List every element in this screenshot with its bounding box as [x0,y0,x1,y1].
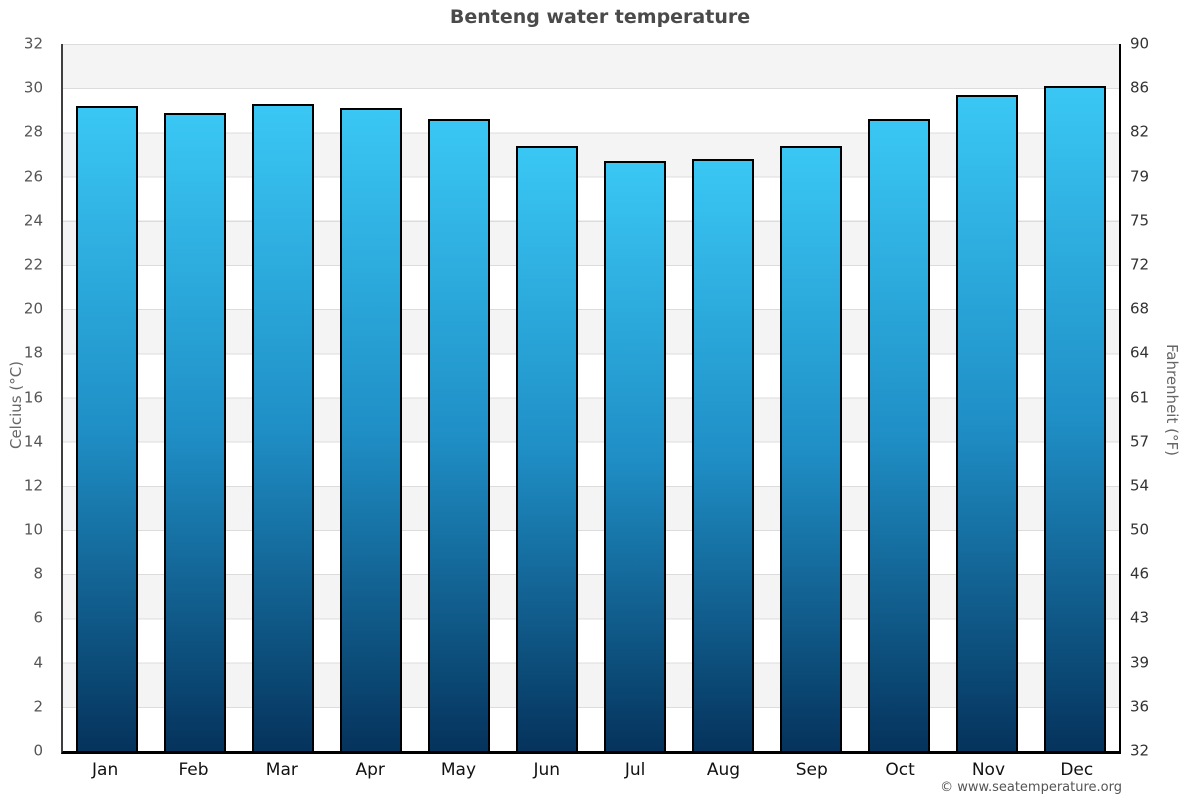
celsius-tick-12: 12 [23,476,43,495]
fahrenheit-tick-54: 54 [1130,476,1150,495]
bar-slot-mar [239,44,327,751]
fahrenheit-tick-46: 46 [1130,564,1150,583]
celsius-tick-26: 26 [23,167,43,186]
bar-slot-dec [1031,44,1119,751]
celsius-tick-10: 10 [23,520,43,539]
fahrenheit-tick-32: 32 [1130,741,1150,760]
bar-slot-aug [679,44,767,751]
celsius-tick-28: 28 [23,122,43,141]
month-label-jul: Jul [624,760,646,780]
month-label-jun: Jun [533,760,561,780]
month-label-mar: Mar [265,760,298,780]
bar-apr[interactable] [340,108,402,751]
bar-slot-sep [767,44,855,751]
celsius-tick-2: 2 [33,697,43,716]
fahrenheit-tick-68: 68 [1130,299,1150,318]
plot-area [61,44,1121,754]
bar-jan[interactable] [76,105,138,751]
celsius-tick-4: 4 [33,653,43,672]
fahrenheit-tick-50: 50 [1130,520,1150,539]
bar-slot-feb [151,44,239,751]
fahrenheit-tick-82: 82 [1130,122,1150,141]
bar-jun[interactable] [516,145,578,751]
fahrenheit-tick-39: 39 [1130,653,1150,672]
celsius-tick-labels: 32 30 28 26 24 22 20 18 16 14 12 10 8 6 4 2 0 [0,36,52,758]
month-axis-labels: Jan Feb Mar Apr May Jun Jul Aug Sep Oct Nov Dec [61,760,1121,780]
celsius-tick-32: 32 [23,34,43,53]
month-label-jan: Jan [92,760,119,780]
bar-mar[interactable] [252,103,314,751]
month-label-apr: Apr [355,760,385,780]
fahrenheit-tick-61: 61 [1130,388,1150,406]
celsius-tick-14: 14 [23,432,43,451]
fahrenheit-tick-36: 36 [1130,697,1150,716]
bar-slot-may [415,44,503,751]
celsius-tick-18: 18 [23,343,43,362]
bar-feb[interactable] [164,112,226,751]
month-label-aug: Aug [706,760,741,780]
fahrenheit-tick-43: 43 [1130,608,1150,627]
celsius-tick-20: 20 [23,299,43,318]
bar-slot-jan [63,44,151,751]
celsius-tick-24: 24 [23,211,43,230]
bar-slot-nov [943,44,1031,751]
bar-slot-jun [503,44,591,751]
bar-oct[interactable] [868,119,930,751]
month-label-sep: Sep [795,760,828,780]
fahrenheit-tick-75: 75 [1130,211,1150,230]
bar-nov[interactable] [956,94,1018,751]
celsius-tick-22: 22 [23,255,43,274]
fahrenheit-tick-labels: 90 86 82 79 75 72 68 64 61 57 54 50 46 43 39 36 32 [1123,36,1199,758]
bar-sep[interactable] [780,145,842,751]
fahrenheit-tick-72: 72 [1130,255,1150,274]
fahrenheit-tick-79: 79 [1130,167,1150,186]
month-label-oct: Oct [885,760,915,780]
bar-series [63,44,1119,751]
celsius-tick-16: 16 [23,388,43,406]
fahrenheit-tick-64: 64 [1130,343,1150,362]
bar-slot-oct [855,44,943,751]
month-label-dec: Dec [1060,760,1094,780]
celsius-tick-8: 8 [33,564,43,583]
month-label-feb: Feb [178,760,209,780]
copyright-text: © www.seatemperature.org [940,780,1122,795]
bar-dec[interactable] [1044,85,1106,751]
celsius-tick-30: 30 [23,78,43,97]
bar-aug[interactable] [692,158,754,751]
month-label-may: May [440,760,477,780]
fahrenheit-tick-90: 90 [1130,34,1150,53]
chart-title: Benteng water temperature [449,6,751,28]
bar-slot-apr [327,44,415,751]
bar-slot-jul [591,44,679,751]
fahrenheit-tick-86: 86 [1130,78,1150,97]
bar-jul[interactable] [604,161,666,751]
celsius-tick-0: 0 [33,741,43,760]
month-label-nov: Nov [971,760,1006,780]
fahrenheit-tick-57: 57 [1130,432,1150,451]
celsius-tick-6: 6 [33,608,43,627]
bar-may[interactable] [428,119,490,751]
